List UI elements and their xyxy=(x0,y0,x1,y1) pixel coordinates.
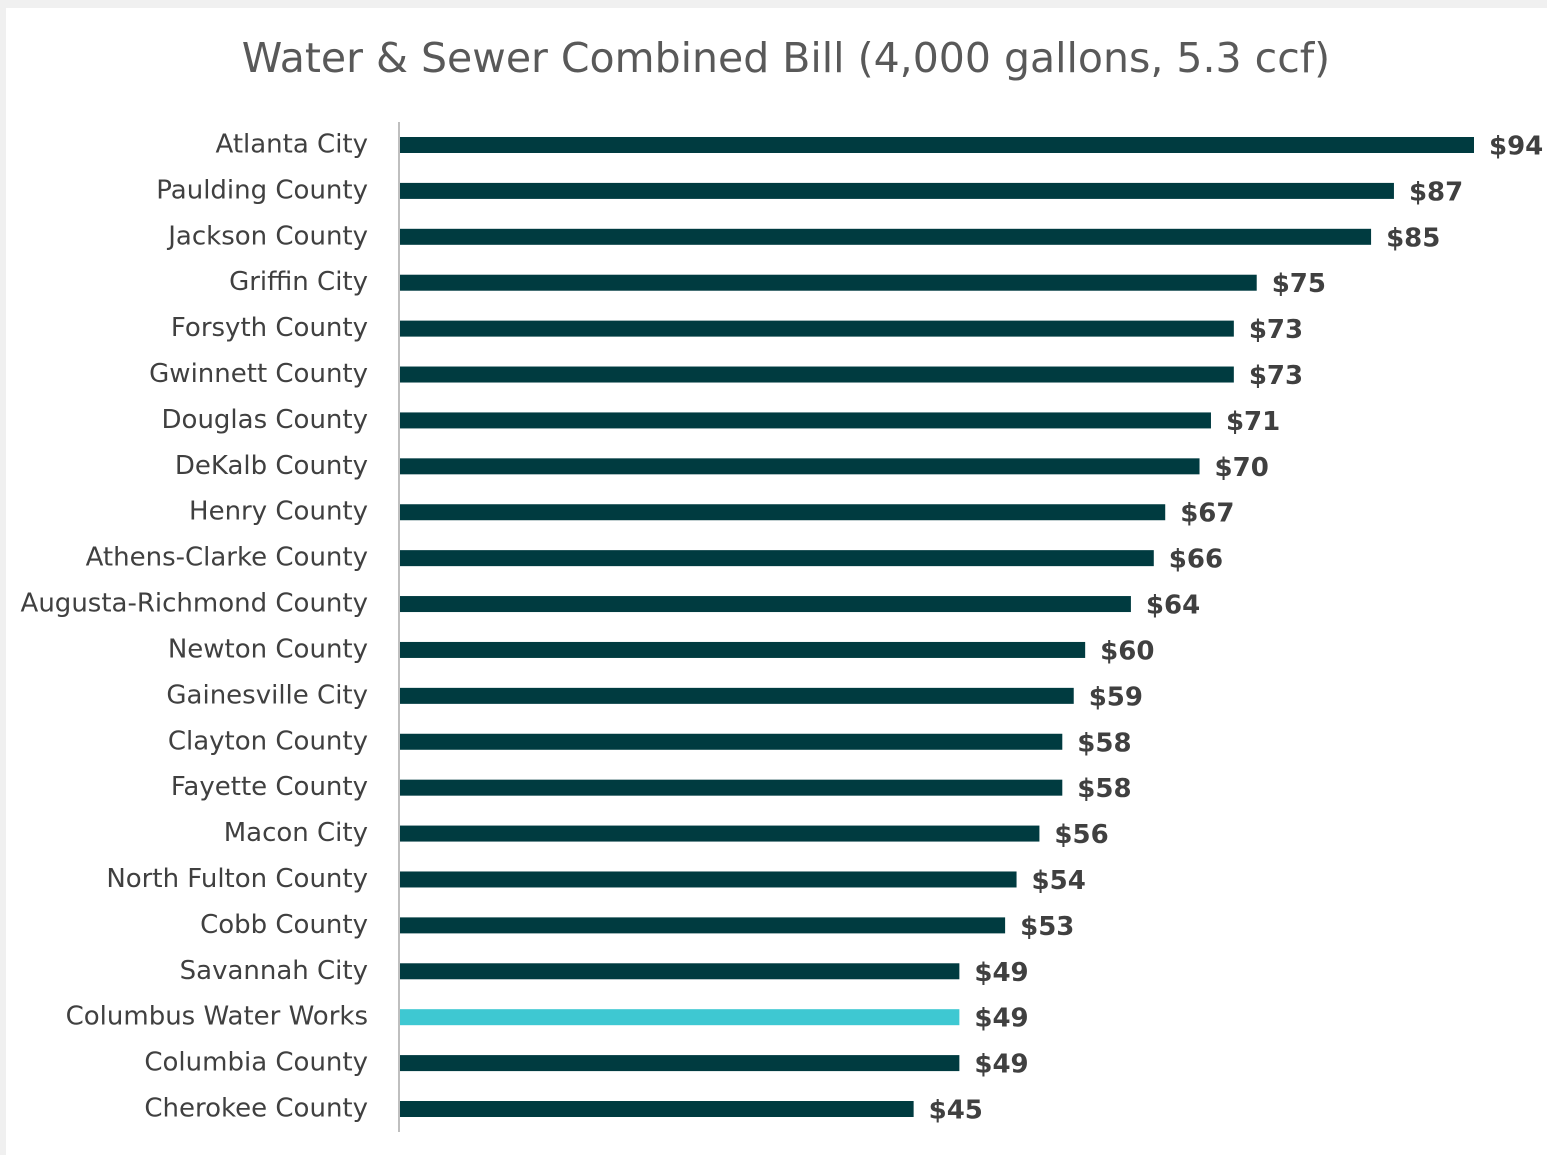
value-label: $70 xyxy=(1215,453,1269,483)
value-label: $58 xyxy=(1077,728,1131,758)
category-label: Griffin City xyxy=(229,267,368,297)
category-label: Columbia County xyxy=(144,1048,368,1078)
bar xyxy=(400,320,1234,337)
value-label: $66 xyxy=(1169,545,1223,575)
value-label: $73 xyxy=(1249,361,1303,391)
value-label: $54 xyxy=(1032,866,1086,896)
category-label: Columbus Water Works xyxy=(66,1002,368,1032)
bar xyxy=(400,596,1131,613)
category-label: Cobb County xyxy=(200,910,368,940)
bar xyxy=(400,550,1154,567)
value-label: $45 xyxy=(929,1096,983,1126)
category-label: Clayton County xyxy=(168,726,368,756)
value-label: $85 xyxy=(1386,223,1440,253)
category-label: North Fulton County xyxy=(106,864,368,894)
category-label: Gwinnett County xyxy=(149,359,368,389)
category-label: Cherokee County xyxy=(144,1094,368,1124)
category-label: Savannah City xyxy=(180,956,368,986)
category-label: Atlanta City xyxy=(215,130,368,160)
bar xyxy=(400,871,1017,888)
bar xyxy=(400,1101,914,1117)
bar xyxy=(400,687,1074,704)
bar xyxy=(400,274,1257,291)
value-label: $64 xyxy=(1146,591,1200,621)
value-label: $75 xyxy=(1272,269,1326,299)
bar xyxy=(400,182,1394,199)
bar xyxy=(400,1055,960,1072)
category-label: Henry County xyxy=(189,497,368,527)
bar xyxy=(400,366,1234,383)
value-label: $73 xyxy=(1249,315,1303,345)
category-label: Newton County xyxy=(168,634,368,664)
bar xyxy=(400,228,1372,245)
value-label: $87 xyxy=(1409,177,1463,207)
value-label: $49 xyxy=(974,1004,1028,1034)
value-label: $59 xyxy=(1089,682,1143,712)
category-label: Forsyth County xyxy=(171,313,368,343)
bar xyxy=(400,733,1063,750)
category-label: Jackson County xyxy=(166,221,368,251)
bar xyxy=(400,641,1086,658)
category-label: Paulding County xyxy=(156,175,368,205)
bar xyxy=(400,137,1474,153)
value-label: $58 xyxy=(1077,774,1131,804)
value-label: $94 xyxy=(1489,132,1543,162)
category-label: Fayette County xyxy=(171,772,368,802)
bar xyxy=(400,458,1200,475)
value-label: $49 xyxy=(974,1050,1028,1080)
category-label: Douglas County xyxy=(162,405,368,435)
category-label: Macon City xyxy=(224,818,368,848)
bar xyxy=(400,963,960,980)
bar xyxy=(400,1009,960,1026)
value-label: $56 xyxy=(1054,820,1108,850)
category-label: Athens-Clarke County xyxy=(86,543,368,573)
bar xyxy=(400,779,1063,796)
category-label: DeKalb County xyxy=(175,451,368,481)
bar xyxy=(400,825,1040,842)
bar xyxy=(400,412,1211,429)
value-label: $71 xyxy=(1226,407,1280,437)
bar xyxy=(400,917,1006,934)
category-label: Gainesville City xyxy=(166,680,368,710)
chart-title: Water & Sewer Combined Bill (4,000 gallo… xyxy=(242,34,1330,82)
value-label: $67 xyxy=(1180,499,1234,529)
category-label: Augusta-Richmond County xyxy=(21,589,368,619)
bar xyxy=(400,504,1166,521)
value-label: $49 xyxy=(974,958,1028,988)
value-label: $53 xyxy=(1020,912,1074,942)
value-label: $60 xyxy=(1100,636,1154,666)
